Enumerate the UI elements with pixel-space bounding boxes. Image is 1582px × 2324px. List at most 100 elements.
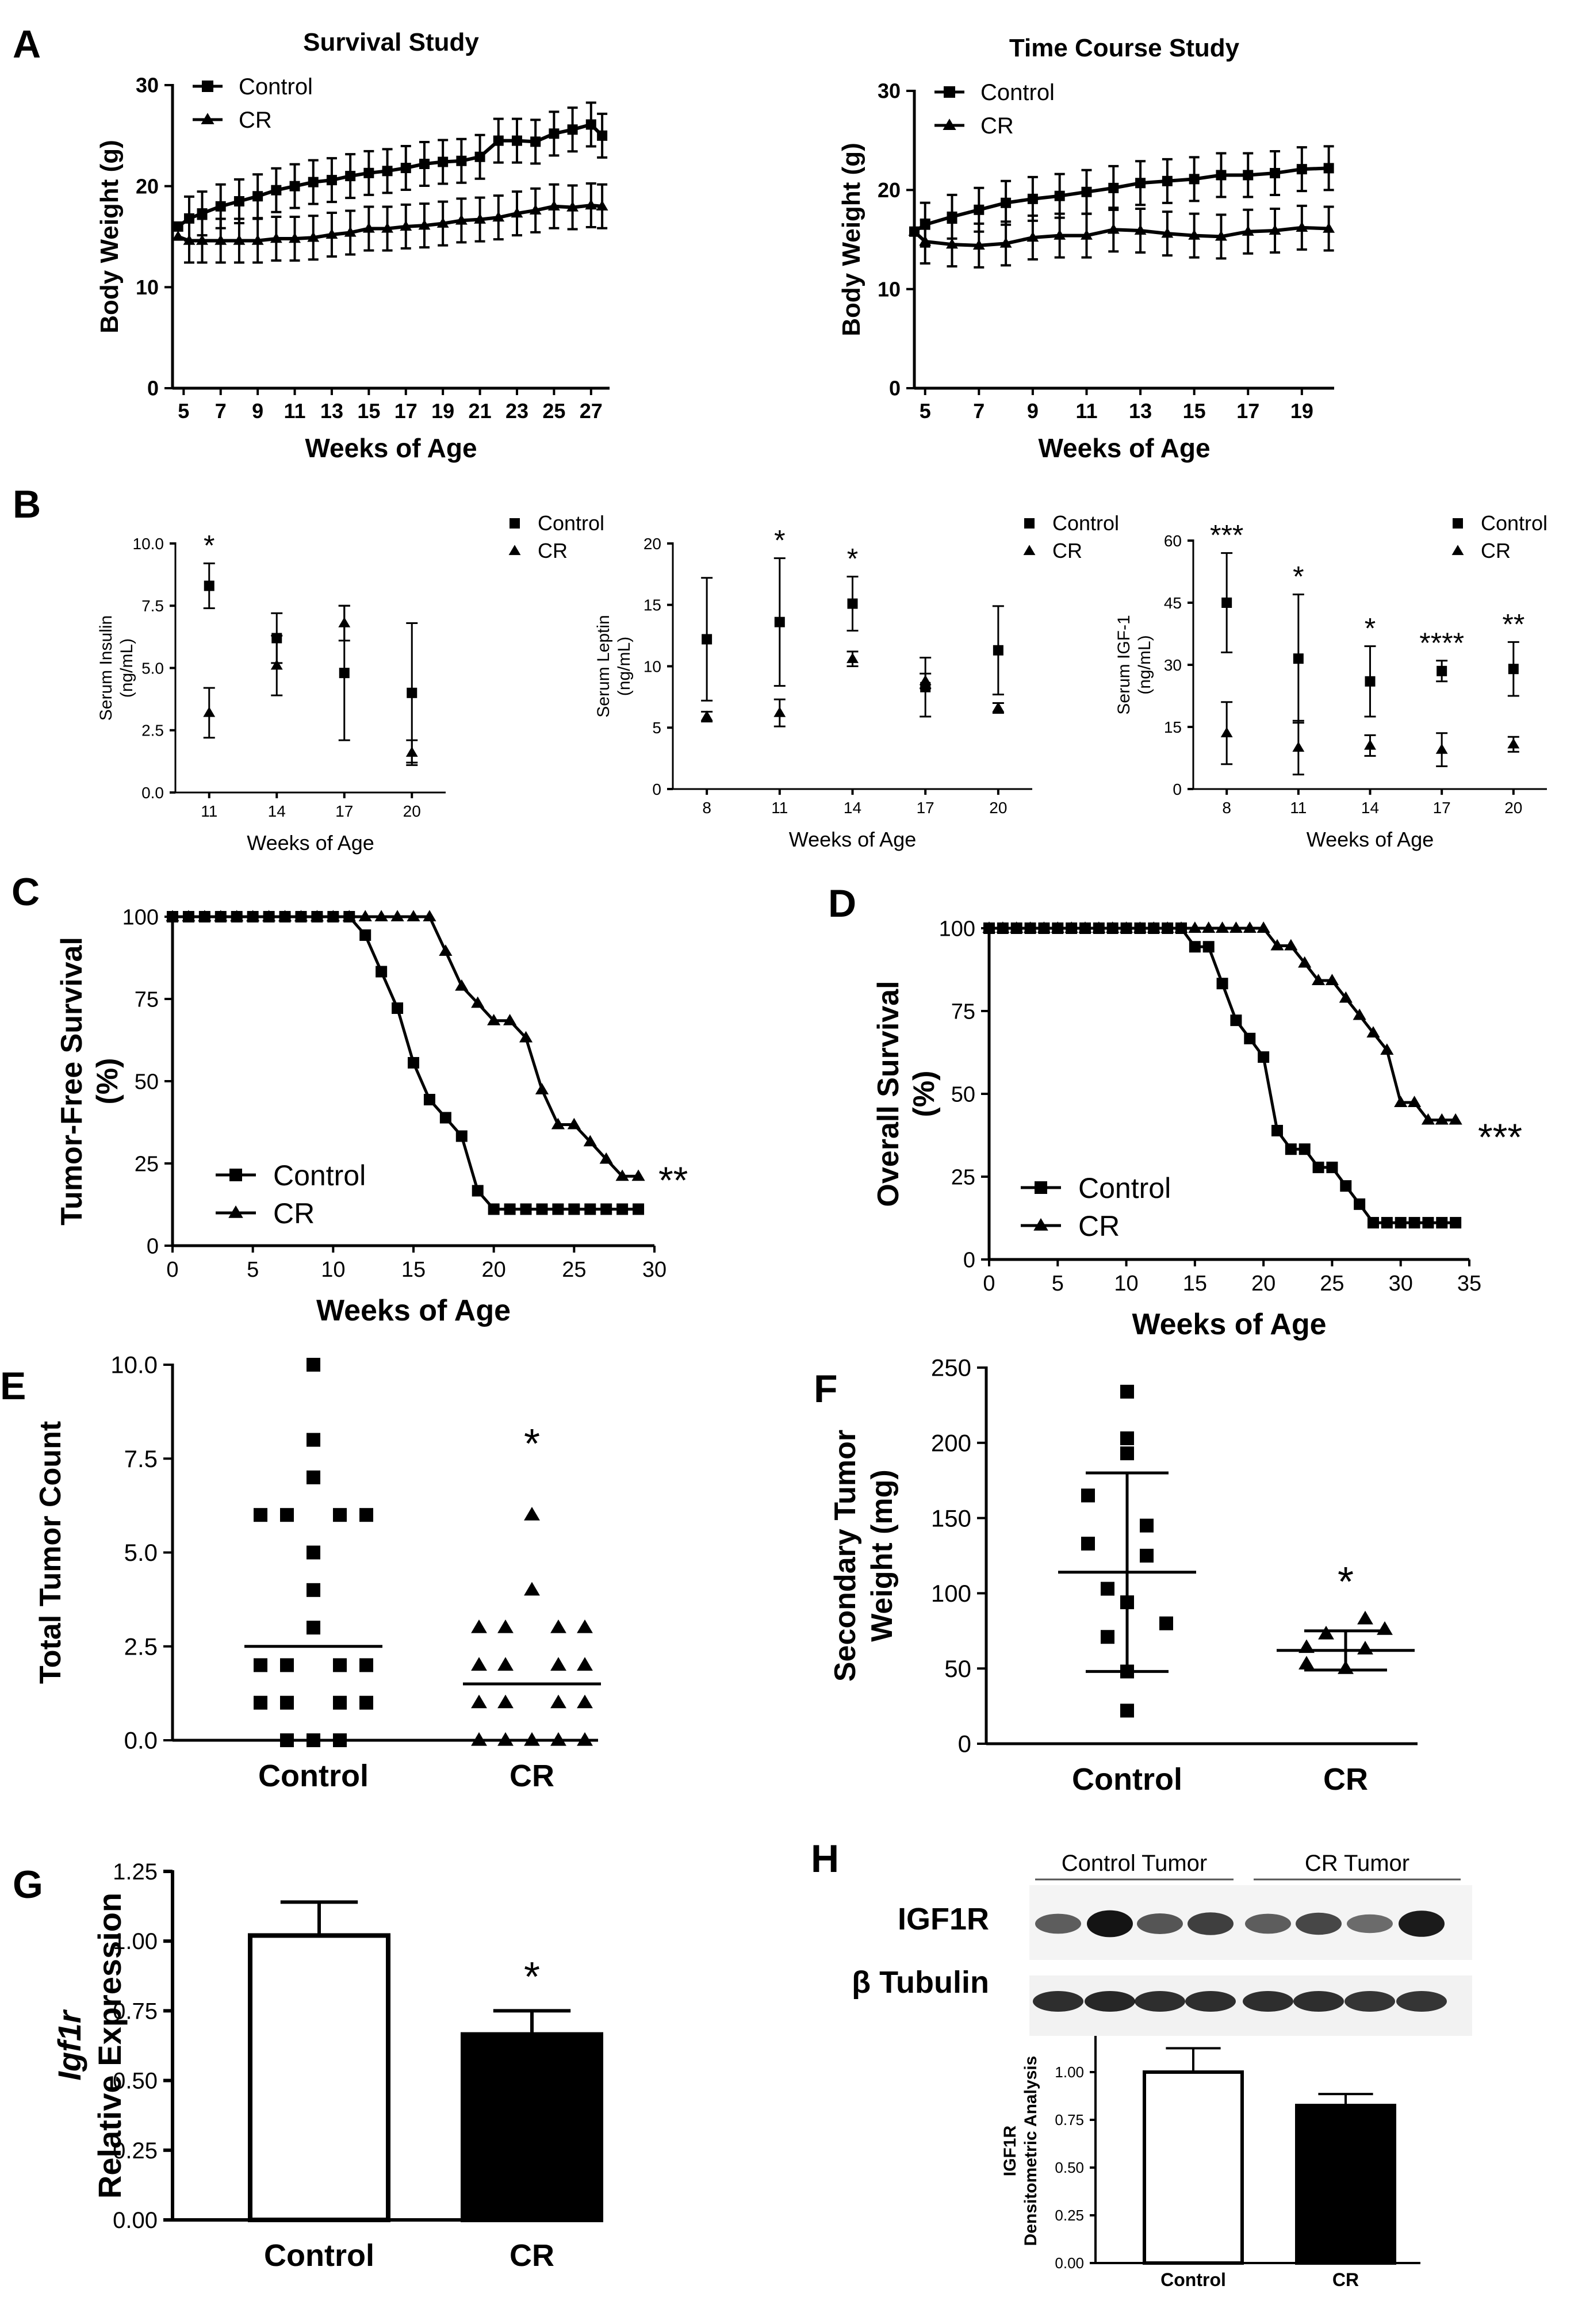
data-point-control [1120, 1384, 1134, 1399]
significance-marker: ** [1502, 608, 1524, 640]
data-point-control [1027, 193, 1038, 204]
data-point-control [252, 191, 263, 202]
series-line-cr [913, 225, 1329, 247]
y-tick-label: 0.50 [113, 2069, 158, 2094]
x-tick-label: 5 [247, 1258, 259, 1282]
y-axis-label-line: (%) [907, 1071, 941, 1117]
data-point-cr [230, 910, 244, 921]
x-tick-label: 0 [983, 1272, 995, 1296]
legend-marker [510, 518, 520, 529]
x-tick-label: 17 [335, 802, 353, 820]
data-point-cr [1220, 727, 1233, 737]
data-point-cr [596, 200, 608, 210]
data-point-cr [1215, 230, 1227, 241]
y-tick-label: 250 [931, 1354, 971, 1381]
x-tick-label: 11 [284, 399, 306, 423]
legend-marker [229, 1169, 242, 1181]
chart-B3: 0 15 30 45 60 8 11 14 17 20 Weeks of Age Serum IGF-… [1114, 511, 1547, 851]
data-point-cr [1107, 223, 1120, 234]
data-point-cr [203, 706, 216, 717]
data-point-control [1140, 1518, 1154, 1533]
x-tick-label: 20 [1504, 799, 1522, 817]
panel-letter: D [828, 882, 856, 925]
data-point-control [307, 1358, 320, 1372]
data-point-cr [1357, 1610, 1373, 1625]
data-point-cr [1119, 921, 1133, 933]
y-tick-label: 5 [652, 719, 661, 737]
data-point-cr [1292, 741, 1305, 752]
y-tick-label: 75 [951, 1000, 975, 1024]
blot-band-igf1r [1137, 1913, 1183, 1934]
data-point-control [1216, 170, 1227, 181]
significance-marker: * [1365, 612, 1376, 645]
series-line-control [913, 166, 1329, 233]
panel-letter: B [13, 483, 41, 526]
data-point-control [280, 1658, 294, 1672]
x-tick-label: 15 [357, 399, 380, 423]
y-tick-label: 100 [939, 917, 975, 941]
data-point-cr [1284, 939, 1298, 951]
legend-label: CR [980, 113, 1014, 139]
x-tick-label: 25 [542, 399, 565, 423]
data-point-control [204, 580, 214, 591]
data-point-control [280, 1508, 294, 1522]
data-point-control [1120, 1446, 1134, 1461]
data-point-control [307, 1470, 320, 1484]
data-point-cr [577, 1694, 593, 1709]
data-point-control [1108, 182, 1119, 193]
data-point-cr [374, 910, 388, 921]
data-point-control [333, 1695, 347, 1710]
data-point-cr [471, 996, 485, 1008]
data-point-cr [577, 1619, 593, 1633]
data-point-cr [166, 910, 179, 921]
blot-band-igf1r [1347, 1914, 1393, 1934]
data-point-control [307, 1733, 320, 1747]
y-tick-label: 0 [889, 377, 901, 400]
data-point-cr [551, 1117, 565, 1130]
y-axis-label-line: (%) [91, 1058, 124, 1105]
y-tick-label: 0.25 [1055, 2207, 1084, 2224]
y-axis-label: Igf1r Relative Expression [51, 1893, 128, 2199]
data-point-control [307, 1621, 320, 1635]
data-point-cr [529, 204, 542, 215]
y-axis-label-line: Serum Insulin [97, 615, 116, 721]
data-point-control [504, 1203, 516, 1215]
chart-B1: 0.0 2.5 5.0 7.5 10.0 11 14 17 20 Weeks of Age Seru… [13, 483, 604, 855]
data-point-cr [289, 232, 301, 243]
data-point-cr [344, 226, 357, 237]
data-point-control [488, 1203, 500, 1215]
data-point-control [1437, 665, 1447, 676]
blot-row-label: IGF1R [898, 1902, 989, 1936]
x-axis-label: Weeks of Age [789, 828, 916, 851]
data-point-cr [310, 910, 324, 921]
data-point-control [1244, 1032, 1256, 1044]
data-point-control [1422, 1217, 1434, 1229]
chart-D: 0 25 50 75 100 0 5 10 15 20 25 30 35 D Weeks of Age Ove… [828, 882, 1522, 1341]
legend-marker [1453, 518, 1463, 529]
blot-band-igf1r [1399, 1910, 1445, 1937]
data-point-control [530, 136, 541, 147]
data-point-cr [1377, 1621, 1393, 1635]
x-tick-label: 30 [642, 1258, 666, 1282]
data-point-cr [550, 1694, 566, 1709]
data-point-cr [577, 1657, 593, 1671]
data-point-cr [214, 234, 227, 245]
data-point-control [472, 1185, 484, 1197]
x-tick-label: 11 [771, 799, 788, 817]
y-tick-label: 0.00 [113, 2208, 158, 2233]
x-tick-label: 23 [505, 399, 528, 423]
data-point-cr [1298, 1656, 1315, 1670]
x-axis-label: Weeks of Age [1307, 828, 1434, 851]
blot-band-tubulin [1344, 1991, 1395, 2012]
data-point-cr [497, 1657, 514, 1671]
data-point-cr [1133, 921, 1147, 933]
data-point-control [197, 208, 208, 219]
legend-marker [1024, 518, 1035, 529]
x-axis-label: Weeks of Age [247, 831, 374, 855]
data-point-control [1120, 1431, 1134, 1445]
data-point-cr [1051, 921, 1064, 933]
y-tick-label: 20 [643, 535, 661, 553]
x-tick-label: 9 [1027, 399, 1039, 423]
y-tick-label: 2.5 [141, 722, 164, 740]
y-axis-label-line: Overall Survival [872, 981, 905, 1207]
